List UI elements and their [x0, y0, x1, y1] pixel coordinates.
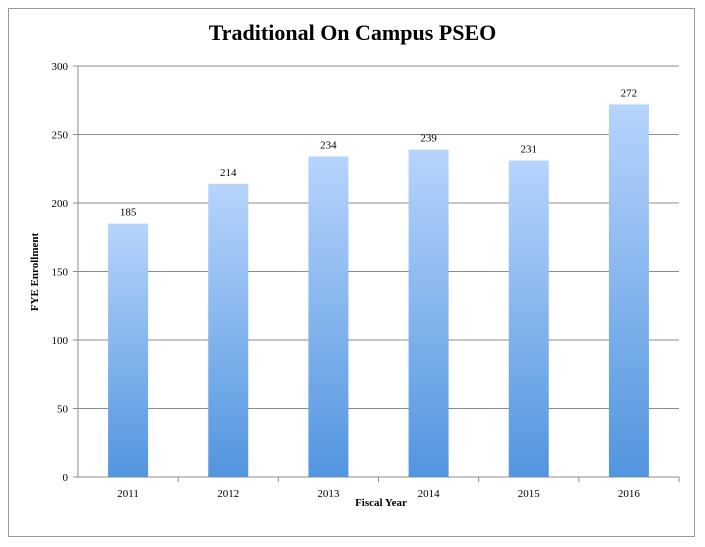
- bar-2012: [208, 183, 249, 477]
- bar-2013: [308, 156, 349, 478]
- bar-2016: [608, 104, 649, 478]
- data-label-2013: 234: [320, 139, 337, 151]
- bar-2011: [108, 223, 149, 477]
- data-label-2012: 214: [220, 167, 237, 179]
- x-tick-label-2011: 2011: [117, 488, 139, 500]
- chart-title: Traditional On Campus PSEO: [208, 20, 497, 45]
- data-label-2014: 239: [420, 133, 437, 145]
- y-tick-label: 250: [52, 130, 69, 142]
- x-tick-label-2014: 2014: [418, 488, 441, 500]
- y-tick-label: 200: [52, 198, 69, 210]
- bar-2015: [508, 160, 549, 477]
- y-tick-label: 150: [52, 267, 69, 279]
- y-tick-label: 100: [52, 335, 69, 347]
- y-tick-label: 0: [63, 472, 69, 484]
- data-label-2015: 231: [521, 144, 538, 156]
- x-tick-label-2012: 2012: [217, 488, 239, 500]
- x-tick-label-2013: 2013: [317, 488, 340, 500]
- bars: [108, 104, 649, 478]
- x-tick-label-2015: 2015: [518, 488, 541, 500]
- y-tick-label: 50: [57, 404, 69, 416]
- labels: 0 50 100 150 200 250 300 185 2011 214 2012 234 2013 2…: [52, 61, 641, 500]
- gridlines: [73, 65, 680, 482]
- data-label-2011: 185: [120, 207, 137, 219]
- data-label-2016: 272: [621, 87, 638, 99]
- bar-2014: [408, 149, 449, 477]
- y-tick-label: 300: [52, 61, 69, 73]
- x-tick-label-2016: 2016: [618, 488, 641, 500]
- x-axis-label: Fiscal Year: [355, 497, 407, 509]
